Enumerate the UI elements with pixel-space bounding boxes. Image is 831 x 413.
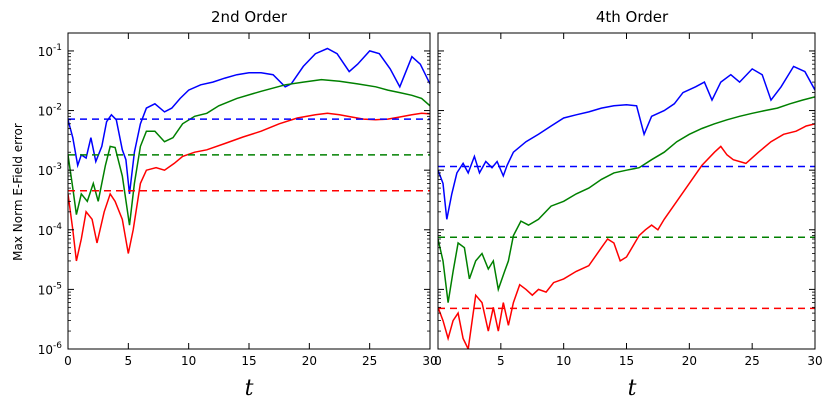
x-tick-label: 5 [125, 354, 133, 368]
y-tick-label: 10-6 [38, 341, 63, 357]
panel-title: 4th Order [596, 8, 669, 26]
x-axis-label: t [245, 376, 254, 401]
x-tick-label: 20 [682, 354, 697, 368]
y-tick-label: 10-4 [38, 222, 63, 238]
panel-4th-order: 4th Order t 0 5 10 15 20 25 30 [434, 8, 822, 401]
x-tick-label: 30 [422, 354, 437, 368]
y-axis-label: Max Norm E-Field error [11, 123, 25, 261]
series-line-1 [68, 78, 430, 226]
series-line-2 [68, 112, 430, 262]
x-tick-label: 20 [302, 354, 317, 368]
x-tick-label: 25 [362, 354, 377, 368]
x-tick-label: 5 [497, 354, 505, 368]
x-tick-label: 10 [181, 354, 196, 368]
y-tick-label: 10-5 [38, 281, 62, 297]
y-tick-label: 10-3 [38, 162, 62, 178]
y-tick-label: 10-2 [38, 103, 62, 119]
series-line-0 [68, 47, 430, 194]
x-tick-label: 10 [556, 354, 571, 368]
x-tick-label: 0 [64, 354, 72, 368]
x-tick-label: 0 [434, 354, 442, 368]
series-line-0 [438, 65, 815, 220]
x-axis-label: t [628, 376, 637, 401]
series-line-1 [438, 96, 815, 303]
x-tick-label: 25 [745, 354, 760, 368]
panel-title: 2nd Order [211, 8, 288, 26]
x-tick-label: 15 [619, 354, 634, 368]
x-tick-label: 30 [807, 354, 822, 368]
series-line-2 [438, 123, 815, 349]
x-tick-label: 15 [241, 354, 256, 368]
panel-2nd-order: 2nd Order t 0 5 10 15 20 25 30 10-6 10-5 10-4 10-3… [38, 8, 438, 401]
y-tick-label: 10-1 [38, 43, 62, 59]
plot-frame [437, 32, 816, 350]
